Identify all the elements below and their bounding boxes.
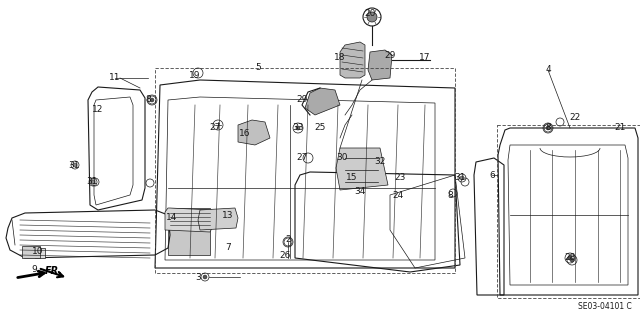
Polygon shape <box>198 208 238 230</box>
Circle shape <box>568 256 572 260</box>
Circle shape <box>91 180 95 184</box>
Text: 8: 8 <box>145 95 151 105</box>
Text: 19: 19 <box>189 70 201 79</box>
Circle shape <box>546 126 550 130</box>
Text: 20: 20 <box>364 10 376 19</box>
Text: 21: 21 <box>614 123 626 132</box>
Text: 31: 31 <box>68 160 80 169</box>
Text: 6: 6 <box>489 170 495 180</box>
Text: 23: 23 <box>394 174 406 182</box>
Text: 26: 26 <box>279 250 291 259</box>
Text: 29: 29 <box>296 95 308 105</box>
Text: 34: 34 <box>355 188 365 197</box>
Circle shape <box>150 98 154 102</box>
Text: 5: 5 <box>255 63 261 72</box>
Text: 15: 15 <box>346 174 358 182</box>
Polygon shape <box>168 208 210 255</box>
Text: FR.: FR. <box>45 266 63 276</box>
Text: 8: 8 <box>545 123 551 132</box>
Text: 29: 29 <box>384 50 396 60</box>
Text: 12: 12 <box>92 106 104 115</box>
Text: 28: 28 <box>564 254 576 263</box>
Polygon shape <box>165 208 212 232</box>
Circle shape <box>73 163 77 167</box>
Circle shape <box>367 12 377 22</box>
Text: 10: 10 <box>32 248 44 256</box>
Polygon shape <box>336 148 388 190</box>
Text: 17: 17 <box>419 54 431 63</box>
Text: 32: 32 <box>374 158 386 167</box>
Text: 11: 11 <box>109 73 121 83</box>
Circle shape <box>296 126 300 130</box>
Text: 30: 30 <box>336 153 348 162</box>
Circle shape <box>203 275 207 279</box>
Text: 16: 16 <box>239 129 251 137</box>
Circle shape <box>570 258 574 262</box>
Polygon shape <box>305 88 340 115</box>
Text: 7: 7 <box>225 243 231 253</box>
Text: 18: 18 <box>334 54 346 63</box>
Text: 31: 31 <box>454 174 466 182</box>
Text: 22: 22 <box>570 114 580 122</box>
Text: 25: 25 <box>314 123 326 132</box>
Text: 27: 27 <box>296 153 308 162</box>
Text: 3: 3 <box>195 273 201 283</box>
FancyBboxPatch shape <box>22 246 40 258</box>
Text: 9: 9 <box>31 265 37 275</box>
Polygon shape <box>368 50 392 80</box>
Polygon shape <box>238 120 270 145</box>
Text: 4: 4 <box>545 65 551 75</box>
FancyBboxPatch shape <box>35 248 45 258</box>
Polygon shape <box>340 42 365 78</box>
Text: 24: 24 <box>392 190 404 199</box>
Text: 31: 31 <box>86 177 98 187</box>
Text: 13: 13 <box>222 211 234 219</box>
Text: 14: 14 <box>166 213 178 222</box>
Text: SE03-04101 C: SE03-04101 C <box>579 302 632 311</box>
Text: 33: 33 <box>292 123 304 132</box>
Circle shape <box>460 176 464 180</box>
Text: 2: 2 <box>285 235 291 244</box>
Text: 27: 27 <box>209 122 221 131</box>
Text: 8: 8 <box>447 190 453 199</box>
